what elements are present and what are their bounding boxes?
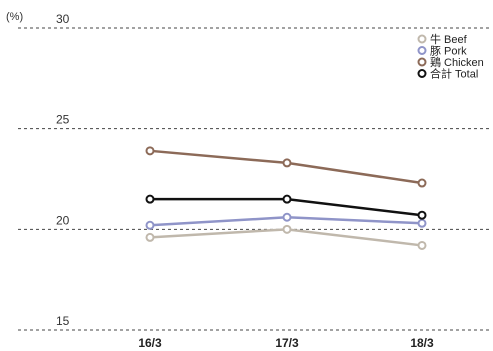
y-tick-label: 30: [56, 12, 70, 26]
series-0: [145, 224, 427, 250]
y-unit-label: (%): [6, 11, 23, 23]
legend-label: 豚 Pork: [430, 45, 467, 58]
legend-marker: [417, 69, 427, 78]
series-lines: [145, 146, 427, 250]
y-tick-label: 15: [56, 314, 70, 328]
y-axis-ticks: 30 25 20 15: [56, 12, 70, 328]
legend-marker: [417, 57, 427, 67]
data-point: [145, 220, 155, 230]
y-tick-label: 20: [56, 213, 70, 227]
gridlines: [18, 27, 491, 331]
data-point: [282, 158, 292, 168]
data-point: [282, 224, 292, 234]
series-3: [145, 194, 427, 220]
legend-label: 鶏 Chicken: [430, 55, 484, 69]
legend-label: 牛 Beef: [430, 32, 468, 46]
data-point: [282, 212, 292, 222]
data-point: [417, 210, 427, 220]
x-tick-label: 16/3: [138, 336, 162, 350]
data-point: [282, 194, 292, 204]
legend-label: 合計 Total: [430, 67, 478, 81]
data-point: [145, 194, 155, 204]
series-1: [145, 212, 427, 230]
data-point: [417, 218, 427, 228]
x-tick-label: 18/3: [410, 336, 434, 350]
y-tick-label: 25: [56, 113, 70, 127]
x-tick-label: 17/3: [275, 336, 299, 350]
data-point: [145, 146, 155, 156]
data-point: [417, 240, 427, 250]
legend-marker: [417, 46, 427, 55]
data-point: [417, 178, 427, 188]
data-point: [145, 232, 155, 242]
series-2: [145, 146, 427, 188]
legend-marker: [417, 34, 427, 44]
x-axis-ticks: 16/3 17/3 18/3: [138, 336, 434, 350]
